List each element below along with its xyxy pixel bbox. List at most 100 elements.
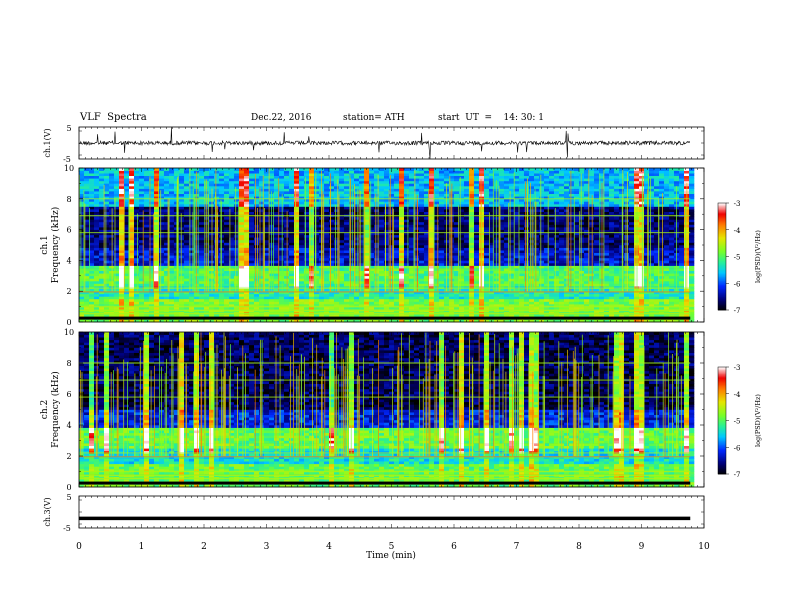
ch1-spec-cell xyxy=(229,206,235,210)
ch1-spec-cell xyxy=(384,304,390,307)
ch1-spec-cell xyxy=(94,283,100,287)
ch1-spec-cell xyxy=(259,221,265,225)
ch1-spec-cell xyxy=(314,280,320,284)
ch1-spec-cell xyxy=(464,196,470,200)
ch1-spec-cell xyxy=(299,304,305,307)
ch1-spec-cell xyxy=(84,270,90,274)
ch1-spec-cell xyxy=(79,314,85,318)
ch1-spec-cell xyxy=(79,206,85,210)
ch1-spec-cell xyxy=(324,229,330,233)
ch1-spec-cell xyxy=(419,219,425,223)
ch1-spec-cell xyxy=(339,234,345,238)
ch1-spec-cell xyxy=(129,319,135,323)
ch1-spec-cell xyxy=(99,314,105,318)
ch1-spec-cell xyxy=(424,301,430,305)
ch1-spec-cell xyxy=(464,283,470,287)
ch1-spec-cell xyxy=(409,306,415,310)
ch1-spec-cell xyxy=(384,206,390,210)
ch1-spec-cell xyxy=(294,216,300,220)
ch1-spec-cell xyxy=(134,239,140,243)
ch1-spec-cell xyxy=(199,319,205,323)
ch1-spec-cell xyxy=(469,168,475,171)
ch1-spec-cell xyxy=(469,275,475,279)
ch1-spec-cell xyxy=(344,180,350,184)
ch1-spec-cell xyxy=(239,314,245,318)
ch1-spec-cell xyxy=(244,168,250,171)
ch1-spec-cell xyxy=(274,183,280,187)
ch1-spec-cell xyxy=(249,239,255,243)
ch1-spec-cell xyxy=(289,175,295,179)
ch1-spec-cell xyxy=(429,283,435,287)
ch1-spec-cell xyxy=(424,306,430,310)
ch1-spec-cell xyxy=(289,273,295,277)
ch1-spec-cell xyxy=(189,265,195,269)
ch1-spec-cell xyxy=(369,245,375,248)
ch1-spec-cell xyxy=(404,242,410,246)
ch1-spec-cell xyxy=(124,306,130,310)
ch1-spec-cell xyxy=(264,178,270,182)
ch1-spec-cell xyxy=(84,255,90,259)
ch1-spec-cell xyxy=(134,288,140,292)
ch1-spec-cell xyxy=(334,278,340,282)
ch1-spec-cell xyxy=(154,239,160,243)
ch1-spec-cell xyxy=(319,298,325,302)
ch1-spec-cell xyxy=(199,178,205,182)
ch1-spec-cell xyxy=(184,314,190,318)
ch1-spec-cell xyxy=(429,288,435,292)
ch1-spec-cell xyxy=(189,216,195,220)
ch1-spec-cell xyxy=(194,314,200,318)
ch1-spec-cell xyxy=(79,286,85,289)
ch1-spec-cell xyxy=(244,183,250,187)
ch1-spec-cell xyxy=(179,188,185,192)
ch1-spec-cell xyxy=(404,319,410,323)
ch1-spec-cell xyxy=(464,191,470,194)
ch1-spec-cell xyxy=(124,247,130,251)
ch1-spec-cell xyxy=(244,216,250,220)
ch1-spec-cell xyxy=(179,247,185,251)
ch1-spec-cell xyxy=(189,296,195,300)
ch1-spec-cell xyxy=(154,168,160,171)
ch1-spec-cell xyxy=(84,198,90,202)
ch1-spec-cell xyxy=(284,237,290,241)
ch1-spec-cell xyxy=(469,291,475,295)
ch1-spec-cell xyxy=(334,175,340,179)
ch1-spec-cell xyxy=(349,216,355,220)
ch1-spec-cell xyxy=(359,268,365,271)
ch1-spec-cell xyxy=(434,232,440,236)
ch1-spec-cell xyxy=(104,186,110,189)
ch1-spec-cell xyxy=(454,306,460,310)
ch1-spec-cell xyxy=(314,209,320,212)
ch1-spec-cell xyxy=(279,275,285,279)
ch1-spec-cell xyxy=(234,283,240,287)
ch1-spec-cell xyxy=(349,170,355,174)
ch1-spec-cell xyxy=(379,196,385,200)
ch1-spec-cell xyxy=(399,232,405,236)
ch1-spec-cell xyxy=(119,211,125,215)
ch1-spec-cell xyxy=(419,301,425,305)
ch1-spec-cell xyxy=(294,224,300,228)
ch1-spec-cell xyxy=(394,188,400,192)
ch1-spec-cell xyxy=(349,286,355,289)
ch1-spec-cell xyxy=(424,283,430,287)
ch1-spec-cell xyxy=(104,239,110,243)
ch1-spec-cell xyxy=(129,183,135,187)
ch1-spec-cell xyxy=(464,227,470,230)
ch1-spec-cell xyxy=(359,275,365,279)
figure-title: VLF Spectra xyxy=(80,112,147,123)
ch1-spec-cell xyxy=(454,288,460,292)
ch1-spec-cell xyxy=(344,263,350,266)
ch1-spec-cell xyxy=(224,203,230,207)
ch1-spec-cell xyxy=(189,203,195,207)
ch1-spec-cell xyxy=(369,298,375,302)
ch1-spec-cell xyxy=(389,175,395,179)
ch1-spec-cell xyxy=(369,186,375,189)
ch1-spec-cell xyxy=(349,247,355,251)
ch1-spec-cell xyxy=(294,221,300,225)
ch1-spec-cell xyxy=(224,221,230,225)
ch1-spec-cell xyxy=(349,291,355,295)
ch1-spec-cell xyxy=(124,255,130,259)
ch1-spec-cell xyxy=(239,206,245,210)
ch1-spec-cell xyxy=(159,275,165,279)
ch1-spec-cell xyxy=(339,196,345,200)
ch1-spec-cell xyxy=(109,180,115,184)
